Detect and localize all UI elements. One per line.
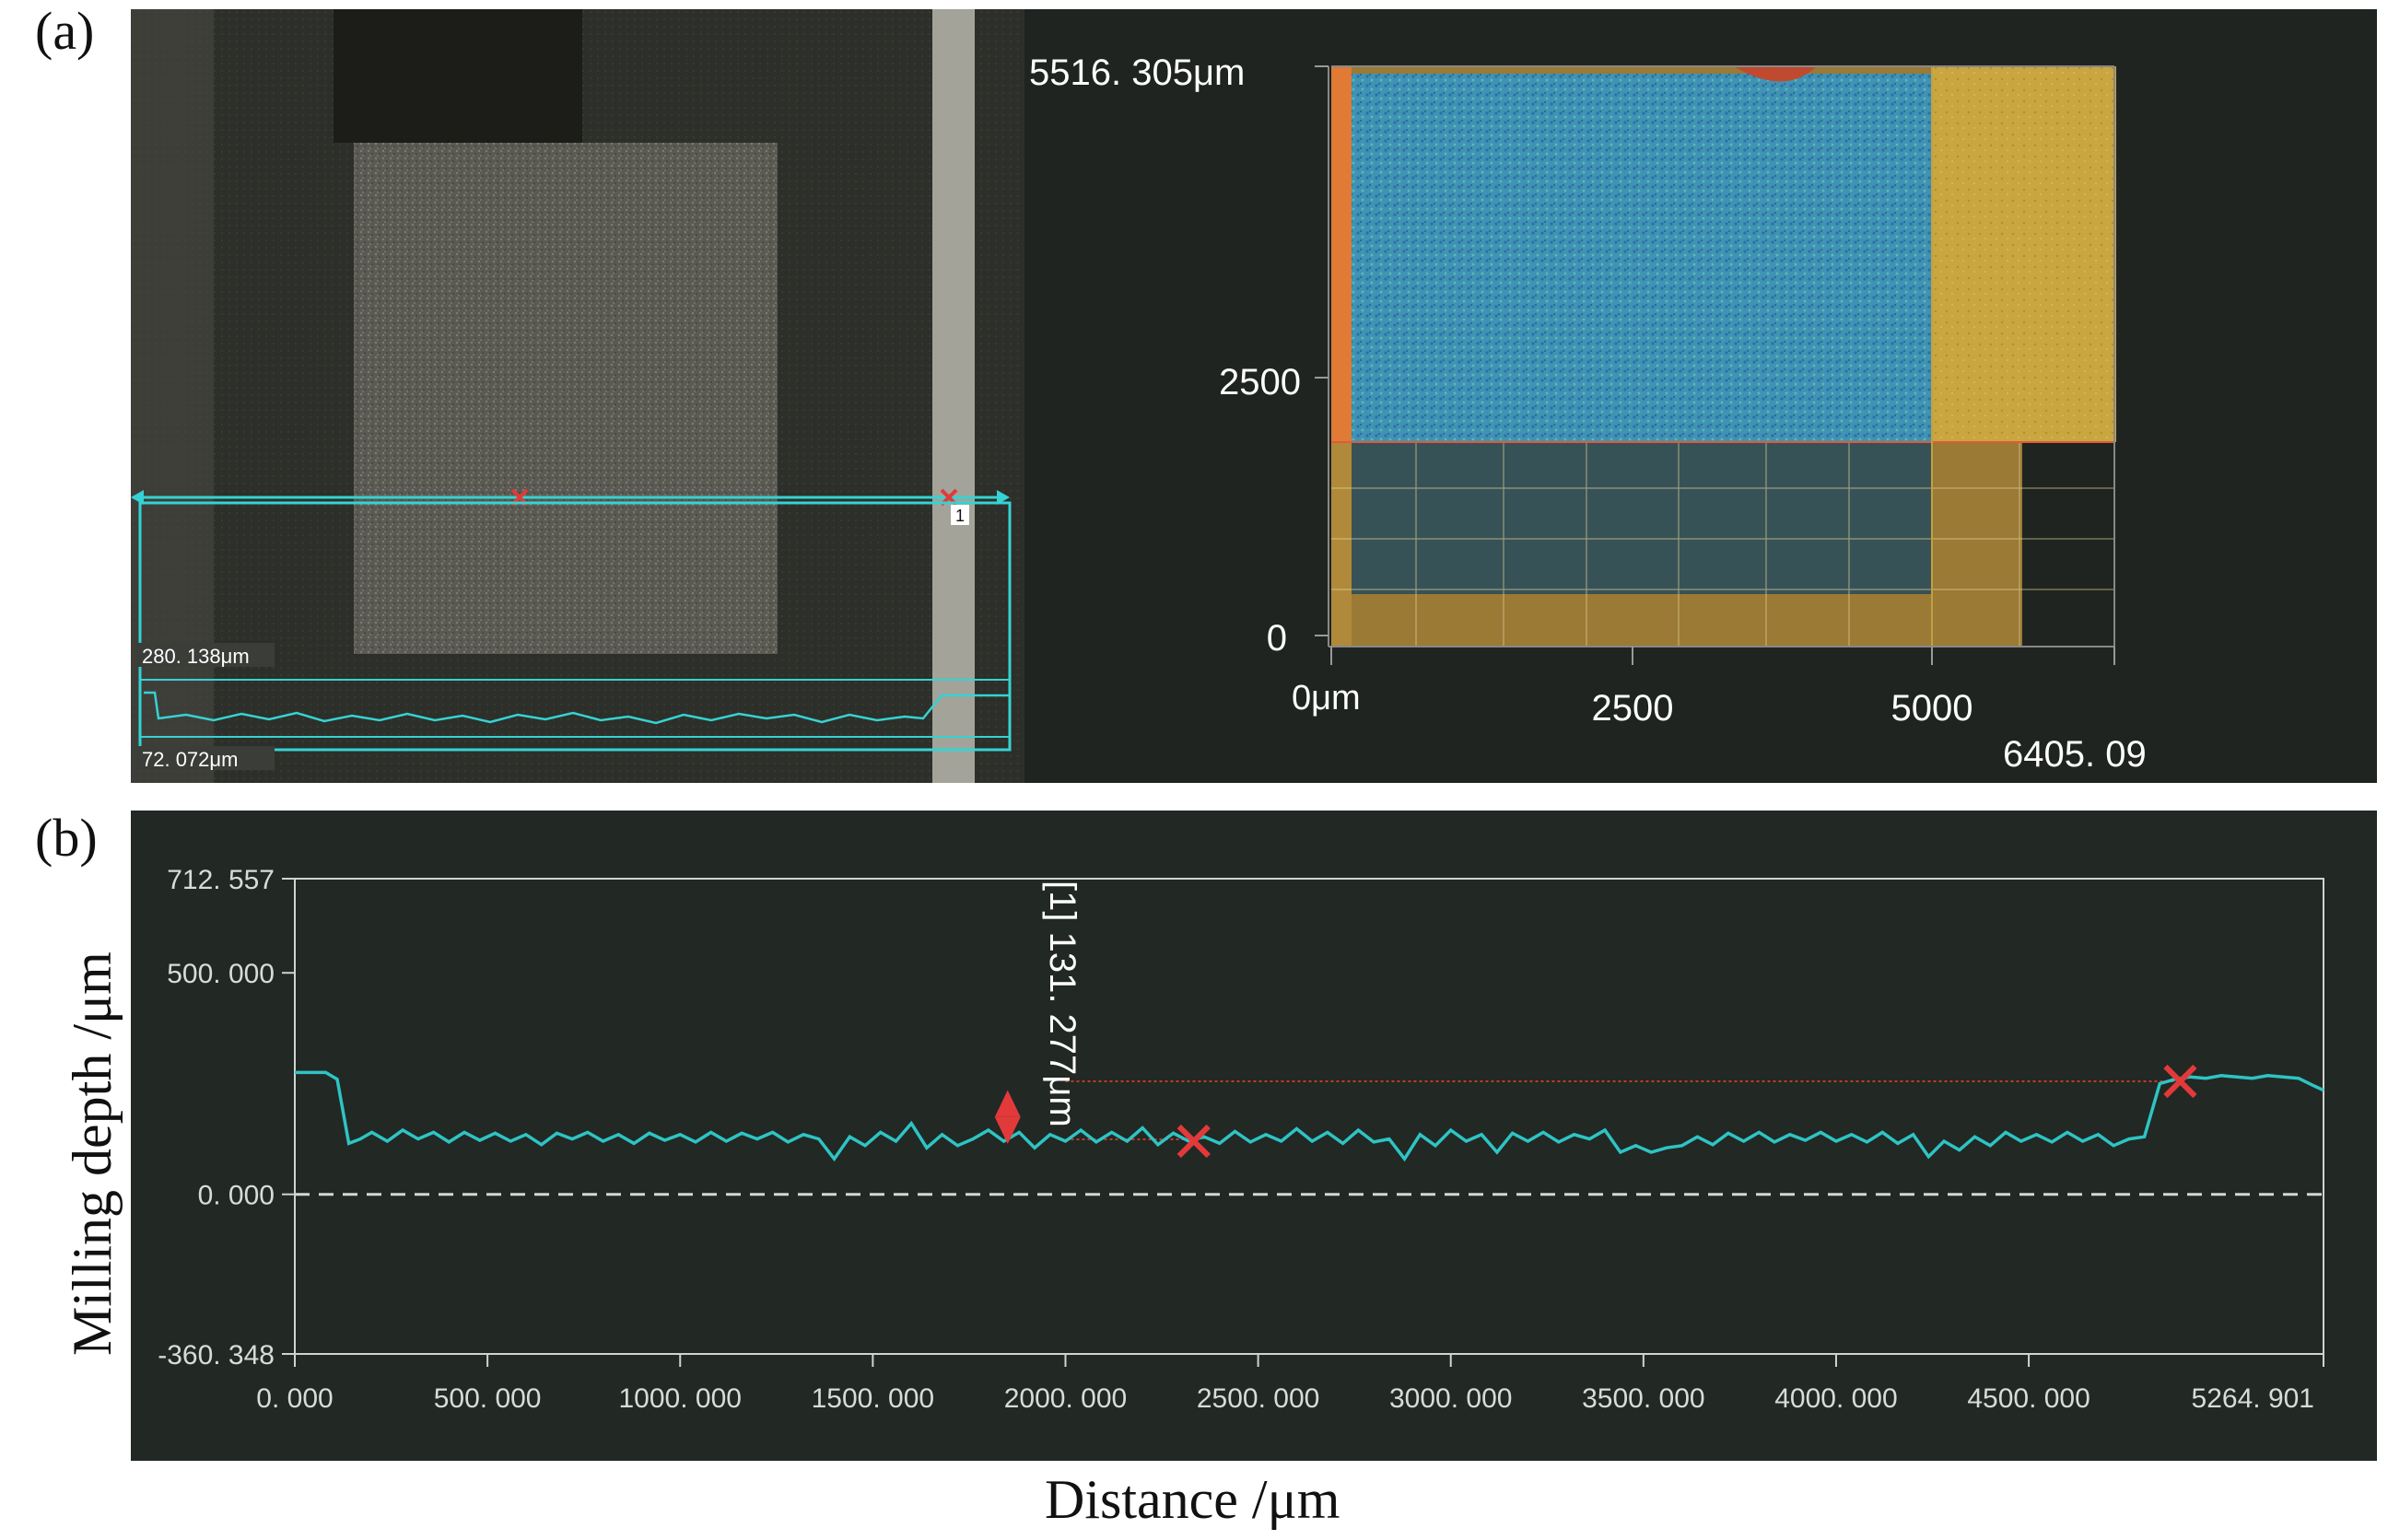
cross-marker-2 — [2163, 1064, 2197, 1099]
bright-edge-strip — [932, 9, 975, 783]
x-tick-label-8: 4000. 000 — [1774, 1383, 1897, 1414]
y-axis-title: Milling depth /μm — [62, 951, 123, 1356]
panel-label-b: (b) — [35, 808, 98, 868]
height-map-grid — [1331, 441, 2114, 647]
surface-edge-feature — [1734, 66, 1817, 82]
microscope-view: 1 280. 138μm 72. 072μm — [131, 9, 1024, 783]
profile-arrow-left — [131, 490, 144, 505]
x-max-label: 6405. 09 — [2003, 734, 2147, 775]
plot-frame — [294, 878, 2324, 1355]
x-tick-label-1: 500. 000 — [434, 1383, 542, 1414]
x-tick-5000: 5000 — [1891, 688, 1973, 729]
x-tick-label-7: 3500. 000 — [1582, 1383, 1704, 1414]
dark-recess — [334, 9, 582, 143]
y-tick-label-0: 712. 557 — [167, 865, 275, 895]
panel-a: 1 280. 138μm 72. 072μm — [131, 9, 2377, 783]
readout-top-bg — [136, 643, 275, 667]
marker-group — [1176, 1064, 2197, 1159]
profile-inset-frame — [138, 501, 1012, 752]
profile-readout-bottom: 72. 072μm — [142, 748, 238, 771]
left-wall — [1331, 66, 1352, 442]
profile-inset-trace — [144, 691, 1010, 725]
profile-arrow-right — [997, 490, 1010, 505]
profile-readout-top: 280. 138μm — [142, 645, 250, 668]
readout-bottom-bg — [136, 746, 275, 770]
unmilled-region-surface — [1932, 66, 2116, 442]
x-tick-label-10: 5264. 901 — [2192, 1383, 2314, 1414]
x-tick-label-3: 1500. 000 — [812, 1383, 934, 1414]
y-max-label: 5516. 305μm — [1029, 52, 1245, 93]
height-map-ticks — [1315, 65, 2115, 665]
panel-a-canvas: 1 280. 138μm 72. 072μm — [131, 9, 2377, 783]
x-tick-label-2: 1000. 000 — [619, 1383, 742, 1414]
y-tick-label-3: -360. 348 — [158, 1340, 275, 1371]
y-tick-label-2: 0. 000 — [198, 1181, 275, 1211]
panel-b: 712. 557 500. 000 0. 000 -360. 348 0. 000 50… — [131, 811, 2377, 1461]
x-tick-label-5: 2500. 000 — [1197, 1383, 1319, 1414]
y-tick-label-1: 500. 000 — [167, 959, 275, 989]
measurement-label: [1] 131. 277μm — [1042, 881, 1083, 1127]
depth-arrow — [994, 1090, 1021, 1144]
y-tick-2500: 2500 — [1219, 362, 1301, 402]
y-tick-0: 0 — [1267, 618, 1287, 659]
x-axis-title: Distance /μm — [1045, 1469, 1340, 1530]
depth-profile-series — [295, 1070, 2324, 1162]
x-tick-0: 0μm — [1292, 679, 1361, 718]
milled-pocket — [354, 143, 778, 654]
panel-label-a: (a) — [35, 1, 95, 61]
x-tick-label-0: 0. 000 — [256, 1383, 333, 1414]
x-tick-label-9: 4500. 000 — [1967, 1383, 2090, 1414]
x-tick-2500: 2500 — [1592, 688, 1674, 729]
marker-1-box — [951, 505, 969, 525]
marker-1-label: 1 — [955, 507, 965, 525]
x-tick-group: 0. 000 500. 000 1000. 000 1500. 000 2000. 00… — [256, 1354, 2324, 1414]
grid-lower-left — [1331, 442, 1352, 647]
y-tick-group: 712. 557 500. 000 0. 000 -360. 348 — [158, 865, 295, 1371]
x-tick-label-6: 3000. 000 — [1389, 1383, 1512, 1414]
x-tick-label-4: 2000. 000 — [1004, 1383, 1127, 1414]
cross-marker-1 — [1176, 1124, 1211, 1159]
height-map-3d: 5516. 305μm 2500 0 0μm 2500 5000 6405. 0… — [1024, 9, 2377, 783]
profile-chart: 712. 557 500. 000 0. 000 -360. 348 0. 000 50… — [158, 865, 2324, 1414]
milled-region-surface — [1352, 74, 1932, 442]
grid-lower-blue — [1352, 442, 1932, 594]
